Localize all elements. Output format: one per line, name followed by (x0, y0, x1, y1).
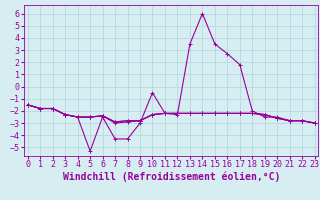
X-axis label: Windchill (Refroidissement éolien,°C): Windchill (Refroidissement éolien,°C) (62, 172, 280, 182)
